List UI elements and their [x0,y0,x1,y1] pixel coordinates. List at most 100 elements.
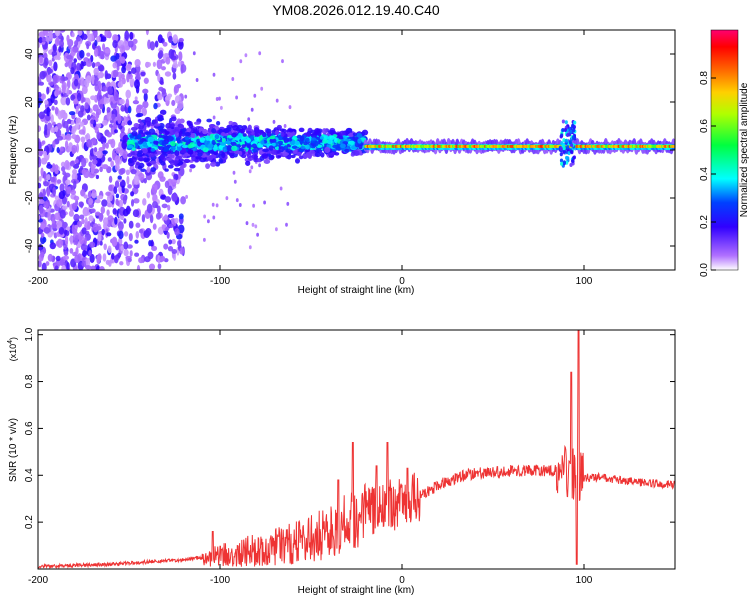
spectrogram-cell [85,257,91,267]
spectrogram-cell [215,97,219,101]
spectrogram-cell [319,135,325,140]
spectrogram-cell [38,243,43,251]
spectrogram-cell [311,137,317,141]
spectrogram-cell [288,105,292,110]
spectrogram-cell [43,201,49,209]
spectrogram-cell [93,67,99,76]
spectrogram-cell [150,148,156,152]
spectrogram-cell [121,66,126,74]
spectrogram-cell [244,53,248,58]
spectrogram-cell [146,166,151,173]
spectrogram-cell [305,144,310,150]
spectrogram-cell [231,141,237,147]
spectrogram-cell [171,99,176,107]
spectrogram-cell [564,138,568,143]
spectrogram-cell [246,153,252,159]
spectrogram-cell [107,86,113,95]
spectrogram-cell [114,163,120,172]
spectrogram-cell [129,31,134,40]
spectrogram-cell [96,150,103,159]
spectrogram-cell [73,213,80,222]
spectrogram-cell [184,136,190,141]
spectrogram-cell [260,139,265,145]
spectrogram-cell [47,68,53,74]
spectrogram-cell [77,110,84,118]
spectrogram-cell [212,215,216,220]
spectrogram-cell [38,111,45,120]
spectrogram-cell [90,95,97,101]
spectrogram-cell [149,160,157,165]
spectrogram-cell [62,189,66,197]
spectrogram-cell [75,105,79,115]
spectrogram-cell [314,140,319,147]
spectrogram-cell [310,132,317,139]
spectrogram-cell [142,88,149,94]
snr-y-tick-label: 1.0 [24,327,35,341]
spectrogram-cell [168,136,174,142]
spectrogram-cell [59,183,65,193]
spectrogram-cell [179,124,185,130]
spectrogram-cell [314,152,321,158]
spectrogram-cell [81,157,87,168]
spectrogram-cell [157,94,163,101]
spectrogram-cell [85,75,92,84]
spectrogram-cell [97,80,102,91]
spectrogram-cell [62,205,68,210]
spectrogram-cell [81,218,85,225]
spectrogram-cell [239,59,243,64]
spectrogram-cell [185,194,189,199]
spectrogram-cell [277,140,284,145]
spectrogram-cell [132,38,138,45]
spectrogram-cell [566,145,570,150]
spectrogram-cell [106,106,111,114]
spectrogram-cell [570,143,574,148]
spectrogram-cell [199,137,206,143]
spectrogram-cell [51,223,57,229]
spectrogram-cell [127,257,132,263]
spectrogram-cell [344,148,350,153]
spectrogram-cell [129,250,133,257]
spectrogram-cell [562,143,566,148]
spectrogram-cell [169,153,175,159]
spectrogram-cell [49,242,57,250]
spectrogram-cell [56,199,63,208]
snr-scale-close: ) [8,337,18,340]
spectrogram-cell [73,58,78,63]
spectrogram-cell [70,189,77,195]
spectrogram-cell [158,50,164,59]
spectrogram-cell [121,73,125,80]
spectrogram-cell [145,61,152,68]
spectrogram-cell [157,117,165,121]
spectrogram-cell [46,86,50,95]
spectrogram-cell [123,231,129,237]
spectrogram-cell [237,147,245,152]
spectrogram-cell [38,260,42,268]
spectrogram-cell [84,265,92,270]
spectrogram-cell [298,155,304,160]
spectrogram-cell [269,135,276,140]
spectrogram-cell [197,152,203,157]
spectrogram-cell [178,51,183,62]
spectrogram-cell [71,202,78,211]
spectrogram-cell [149,41,156,51]
spectrogram-cell [152,61,157,67]
spectrogram-cell [109,123,113,128]
spectrogram-cell [171,238,176,245]
spectrogram-cell [121,140,128,150]
spectrogram-cell [278,146,285,153]
spectrogram-cell [176,138,182,144]
spectrogram-cell [212,72,216,77]
spectrogram-cell [133,184,140,189]
spectrogram-cell [167,246,174,252]
spectrogram-cell [125,89,131,99]
spectrogram-cell [263,158,271,165]
spectrogram-cell [42,236,47,243]
spectrogram-cell [235,198,239,203]
spectrogram-cell [164,71,172,77]
spectrogram-cell [136,112,144,117]
spectrogram-cell [93,47,99,57]
spectrogram-cell [213,145,218,152]
spectrogram-cell [158,146,165,151]
spectrogram-cell [180,63,187,73]
spectrogram-cell [81,168,87,176]
